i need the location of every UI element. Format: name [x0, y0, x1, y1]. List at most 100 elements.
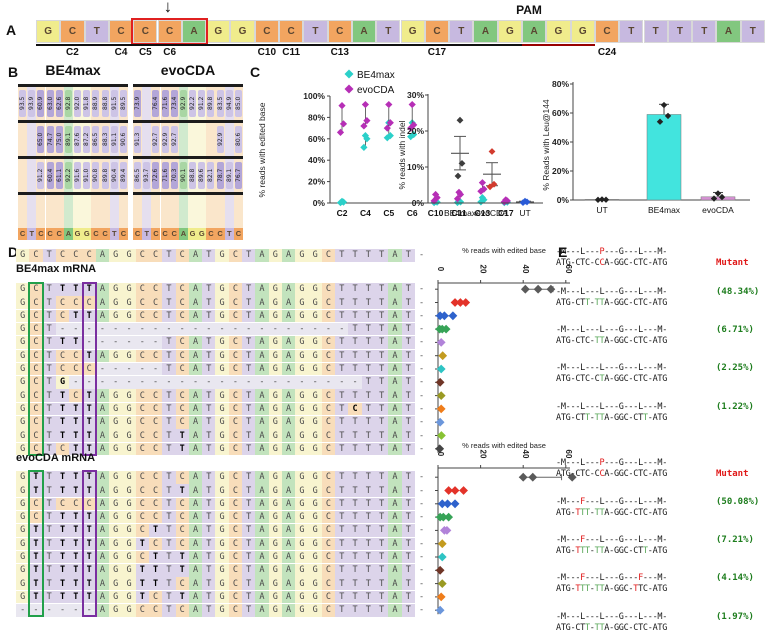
base-cell: G	[570, 20, 595, 43]
base-cell: G	[16, 402, 30, 416]
base-cell: T	[82, 471, 96, 484]
percent-edited-value: 80.6	[234, 126, 242, 153]
percent-edited-value: 93.5	[19, 90, 26, 117]
base-cell: T	[82, 577, 96, 590]
base-cell: A	[255, 564, 269, 577]
residue-char: -	[662, 247, 668, 257]
residue-char: G	[618, 258, 624, 268]
residue-char: G	[613, 336, 619, 346]
base-cell: T	[401, 577, 415, 590]
base-cell: G	[109, 402, 123, 416]
base-cell: G	[308, 336, 322, 349]
residue-char: T	[560, 469, 566, 479]
base-cell: -	[109, 336, 123, 349]
residue-char: C	[642, 258, 648, 268]
base-cell: C	[175, 402, 189, 416]
base-cell: C	[135, 497, 149, 511]
data-point-diamond	[435, 565, 445, 575]
residue-char: -	[594, 497, 600, 507]
percent-edited-value: 91.0	[83, 162, 91, 189]
base-cell: A	[95, 309, 110, 323]
base-cell: G	[122, 416, 136, 429]
residue-char: M	[560, 363, 566, 373]
residue-char: -	[628, 336, 634, 346]
residue-char: G	[662, 298, 668, 308]
base-cell: C	[29, 309, 43, 323]
base-cell: T	[401, 376, 415, 389]
residue-char: -	[662, 325, 668, 335]
base-cell: C	[148, 510, 163, 524]
base-cell: A	[388, 590, 402, 604]
base-cell: T	[242, 283, 256, 296]
base-cell: G	[215, 389, 229, 402]
base-cell: T	[202, 524, 216, 537]
residue-char: -	[556, 287, 561, 297]
base-cell: -	[418, 297, 425, 308]
residue-char: -	[628, 258, 634, 268]
base-cell: T	[242, 349, 256, 363]
residue-char: C	[642, 469, 648, 479]
position-label: C4	[114, 47, 128, 58]
base-cell: A	[281, 296, 296, 309]
percent-edited-value: 83.5	[216, 90, 224, 117]
base-cell: T	[55, 389, 70, 402]
base-cell: A	[63, 228, 73, 240]
residue-char: G	[618, 402, 624, 412]
data-point-diamond	[336, 128, 345, 136]
residue-char: -	[570, 546, 576, 556]
residue-char: -	[633, 247, 639, 257]
base-cell: C	[228, 362, 243, 376]
base-cell: T	[69, 309, 83, 323]
base-cell: C	[29, 296, 43, 309]
base-cell: G	[36, 20, 61, 43]
base-cell: A	[255, 283, 269, 296]
residue-char: L	[638, 325, 643, 335]
data-point-diamond	[437, 499, 447, 509]
base-cell: G	[109, 537, 123, 551]
residue-char: -	[584, 287, 590, 297]
base-cell: -	[335, 322, 349, 336]
data-point-diamond	[437, 539, 447, 549]
base-cell: A	[188, 510, 203, 524]
base-cell: -	[82, 322, 96, 336]
base-cell: -	[135, 362, 149, 376]
base-cell: G	[308, 283, 322, 296]
base-cell: G	[122, 429, 136, 442]
dna-line: ATG-CTT-TTA-GGC-CTC-ATG	[556, 623, 667, 633]
group-header: BE4max mRNA	[16, 263, 97, 275]
base-cell: A	[255, 402, 269, 416]
data-point-diamond	[361, 100, 369, 109]
residue-char: -	[584, 458, 590, 468]
residue-char: G	[613, 584, 619, 594]
base-cell: G	[122, 442, 136, 456]
base-cell: C	[321, 362, 336, 376]
base-cell: -	[228, 376, 243, 389]
percent-edited-value: 92.9	[179, 90, 187, 117]
percent-edited-value: 92.7	[152, 126, 160, 153]
data-point-diamond	[448, 311, 458, 321]
residue-char: -	[584, 325, 590, 335]
residue-char: G	[662, 623, 668, 633]
base-cell: T	[348, 429, 362, 442]
residue-char: -	[642, 497, 648, 507]
residue-char: -	[647, 402, 653, 412]
base-cell: C	[82, 362, 96, 376]
identity-stripe	[224, 194, 234, 228]
residue-char: -	[589, 247, 595, 257]
base-cell: T	[82, 442, 96, 456]
base-cell: T	[401, 497, 415, 511]
base-cell: G	[295, 604, 309, 617]
residue-char: -	[589, 469, 595, 479]
x-tick-label: C6	[407, 208, 418, 218]
identity-stripe	[63, 194, 73, 228]
residue-char: -	[609, 247, 614, 257]
protospacer-underline	[36, 43, 522, 46]
residue-char: T	[584, 508, 590, 518]
base-cell: T	[740, 20, 765, 43]
residue-char: G	[565, 469, 571, 479]
base-cell: A	[388, 416, 402, 429]
residue-char: G	[613, 623, 619, 633]
base-cell: A	[281, 590, 296, 604]
residue-char: -	[613, 535, 619, 545]
